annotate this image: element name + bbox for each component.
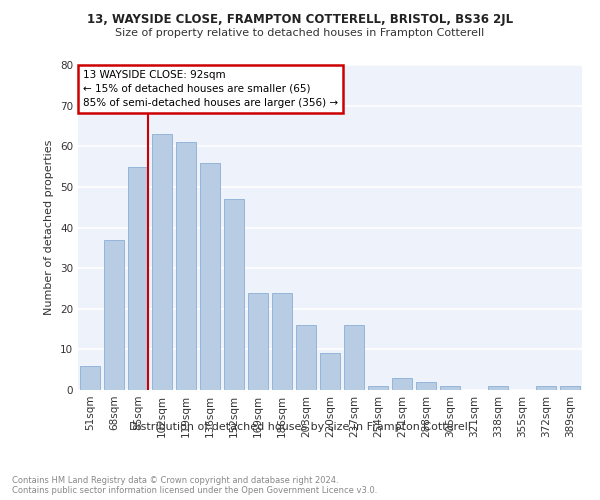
- Bar: [296, 325, 316, 390]
- Bar: [320, 354, 340, 390]
- Bar: [224, 199, 244, 390]
- Bar: [176, 142, 196, 390]
- Bar: [152, 134, 172, 390]
- Bar: [272, 292, 292, 390]
- Y-axis label: Number of detached properties: Number of detached properties: [44, 140, 55, 315]
- Text: Contains HM Land Registry data © Crown copyright and database right 2024.
Contai: Contains HM Land Registry data © Crown c…: [12, 476, 377, 495]
- Bar: [80, 366, 100, 390]
- Text: Distribution of detached houses by size in Frampton Cotterell: Distribution of detached houses by size …: [129, 422, 471, 432]
- Bar: [560, 386, 580, 390]
- Bar: [200, 162, 220, 390]
- Text: Size of property relative to detached houses in Frampton Cotterell: Size of property relative to detached ho…: [115, 28, 485, 38]
- Bar: [488, 386, 508, 390]
- Bar: [392, 378, 412, 390]
- Bar: [104, 240, 124, 390]
- Bar: [344, 325, 364, 390]
- Text: 13, WAYSIDE CLOSE, FRAMPTON COTTERELL, BRISTOL, BS36 2JL: 13, WAYSIDE CLOSE, FRAMPTON COTTERELL, B…: [87, 12, 513, 26]
- Bar: [368, 386, 388, 390]
- Text: 13 WAYSIDE CLOSE: 92sqm
← 15% of detached houses are smaller (65)
85% of semi-de: 13 WAYSIDE CLOSE: 92sqm ← 15% of detache…: [83, 70, 338, 108]
- Bar: [248, 292, 268, 390]
- Bar: [440, 386, 460, 390]
- Bar: [128, 166, 148, 390]
- Bar: [536, 386, 556, 390]
- Bar: [416, 382, 436, 390]
